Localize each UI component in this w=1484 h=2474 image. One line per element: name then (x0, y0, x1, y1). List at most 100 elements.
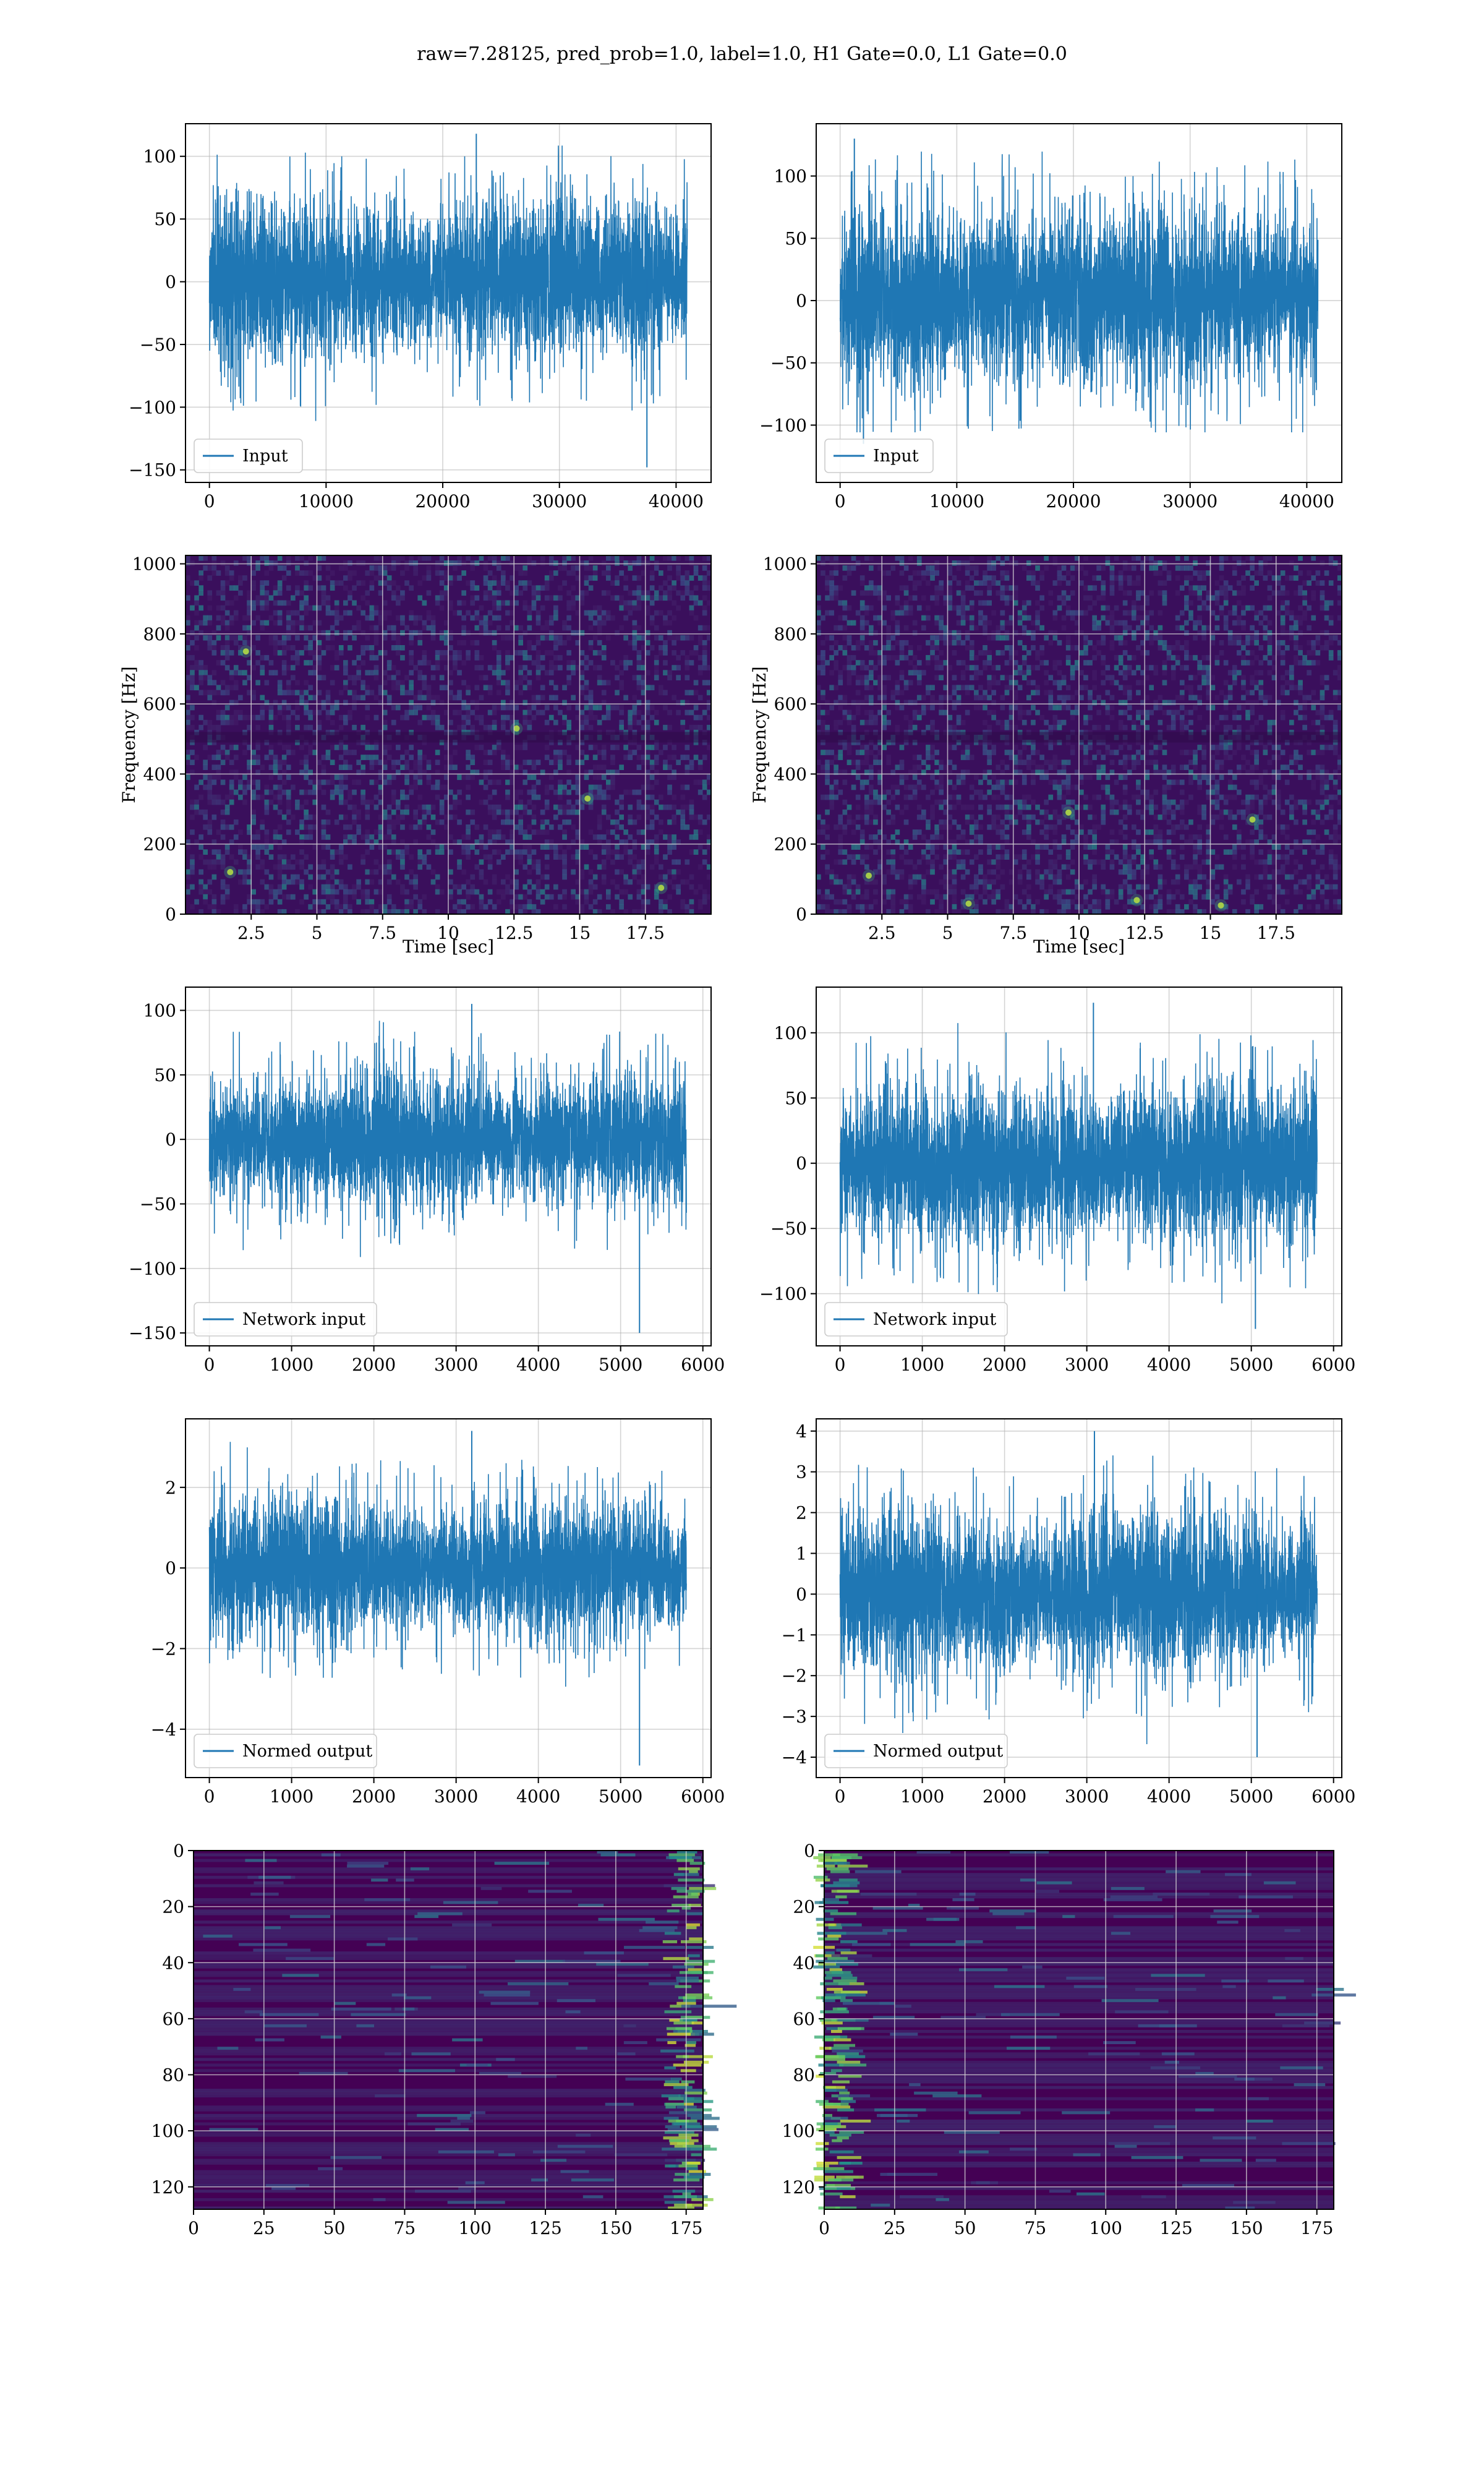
spectrogram-left-cell (443, 570, 449, 576)
spectrogram-left-cell (400, 620, 405, 626)
spectrogram-right-cell (877, 675, 882, 680)
spectrogram-left-cell (522, 904, 528, 910)
spectrogram-left-cell (435, 600, 440, 606)
spectrogram-right-cell (1223, 615, 1229, 621)
spectrogram-right-cell (947, 565, 953, 571)
spectrogram-left-cell (448, 605, 453, 611)
spectrogram-left-cell (229, 650, 234, 656)
spectrogram-left-cell (422, 660, 427, 666)
spectrogram-left-cell (592, 899, 598, 905)
spectrogram-right-cell (1039, 645, 1044, 651)
spectrogram-left-cell (277, 640, 283, 646)
spectrogram-left-cell (382, 809, 388, 815)
spectrogram-left-cell (527, 645, 532, 651)
spectrogram-left-cell (396, 640, 401, 646)
spectrogram-left-cell (190, 869, 195, 875)
spectrogram-left-cell (386, 695, 392, 701)
spectrogram-right-cell (1219, 575, 1224, 581)
spectrogram-left-cell (628, 660, 633, 666)
spectrogram-left-cell (654, 884, 659, 890)
spectrogram-right-cell (1000, 675, 1005, 680)
spectrogram-left-cell (579, 724, 585, 730)
spectrogram-left-cell (338, 755, 344, 760)
spectrogram-right-cell (1092, 670, 1097, 675)
spectrogram-left-cell (304, 824, 309, 830)
spectrogram-right-cell (1280, 600, 1286, 606)
spectrogram-right-cell (1298, 680, 1303, 686)
spectrogram-left-cell (396, 650, 401, 656)
spectrogram-left-cell (439, 575, 445, 581)
spectrogram-left-cell (466, 555, 471, 561)
spectrogram-left-cell (325, 844, 331, 850)
spectrogram-left-cell (702, 755, 707, 760)
spectrogram-left-cell (553, 655, 558, 661)
spectrogram-left-cell (684, 879, 690, 885)
spectrogram-left-cell (623, 575, 628, 581)
spectrogram-left-cell (317, 630, 322, 636)
spectrogram-left-cell (286, 555, 291, 561)
spectrogram-right-cell (1000, 620, 1005, 626)
spectrogram-right-cell (890, 610, 896, 616)
spectrogram-left-cell (194, 580, 199, 586)
spectrogram-right-cell (1048, 695, 1054, 701)
spectrogram-left-cell (264, 605, 270, 611)
spectrogram-left-cell (312, 575, 318, 581)
spectrogram-right-cell (1009, 615, 1014, 621)
spectrogram-right-cell (851, 555, 856, 561)
spectrogram-right-cell (834, 590, 838, 596)
spectrogram-left-cell (194, 685, 199, 691)
spectrogram-left-cell (194, 645, 199, 651)
spectrogram-left-cell (413, 814, 418, 820)
spectrogram-right-cell (895, 685, 900, 691)
spectrogram-left-cell (360, 650, 365, 656)
spectrogram-right-cell (1162, 665, 1167, 670)
spectrogram-right-cell (960, 660, 966, 666)
spectrogram-left-cell (229, 789, 234, 795)
spectrogram-left-cell (628, 560, 633, 566)
spectrogram-right-cell (846, 709, 852, 716)
spectrogram-left-cell (496, 560, 501, 566)
spectrogram-left-cell (606, 635, 611, 641)
spectrogram-left-cell (487, 685, 493, 691)
spectrogram-right-cell (916, 680, 922, 686)
input-right-xtick-label: 20000 (1046, 491, 1101, 511)
spectrogram-right-cell (1140, 625, 1145, 631)
spectrogram-left-cell (680, 899, 686, 905)
spectrogram-right-cell (1311, 700, 1316, 706)
spectrogram-right-cell (1302, 714, 1307, 721)
spectrogram-left-cell (623, 829, 628, 835)
spectrogram-left-cell (216, 829, 221, 835)
input-right-ytick-label: −100 (759, 415, 807, 435)
spectrogram-left-cell (417, 750, 423, 755)
spectrogram-right-cell (1241, 645, 1246, 651)
spectrogram-left-cell (632, 640, 638, 646)
spectrogram-left-cell (360, 794, 365, 800)
spectrogram-left-cell (628, 565, 633, 571)
spectrogram-left-cell (229, 714, 234, 721)
spectrogram-left-cell (689, 884, 694, 890)
spectrogram-right-cell (1004, 585, 1010, 591)
spectrogram-right-cell (1280, 690, 1286, 696)
spectrogram-left-cell (238, 590, 243, 596)
spectrogram-left-cell (343, 700, 348, 706)
spectrogram-left-cell (295, 879, 300, 885)
spectrogram-left-cell (386, 869, 392, 875)
spectrogram-left-cell (492, 670, 497, 675)
spectrogram-left-cell (247, 560, 252, 566)
spectrogram-left-cell (207, 565, 213, 571)
spectrogram-right-cell (969, 665, 974, 670)
spectrogram-right-cell (1122, 560, 1128, 566)
spectrogram-right-cell (1000, 695, 1005, 701)
spectrogram-left-cell (697, 789, 703, 795)
spectrogram-left-cell (382, 869, 388, 875)
spectrogram-right-cell (899, 585, 905, 591)
spectrogram-left-cell (190, 605, 195, 611)
spectrogram-right-cell (1171, 670, 1176, 675)
spectrogram-left-cell (186, 595, 190, 601)
spectrogram-left-cell (474, 685, 480, 691)
spectrogram-left-cell (400, 789, 405, 795)
spectrogram-left-cell (466, 904, 471, 910)
spectrogram-left-cell (470, 640, 475, 646)
spectrogram-left-cell (531, 660, 537, 666)
spectrogram-left-cell (224, 640, 230, 646)
